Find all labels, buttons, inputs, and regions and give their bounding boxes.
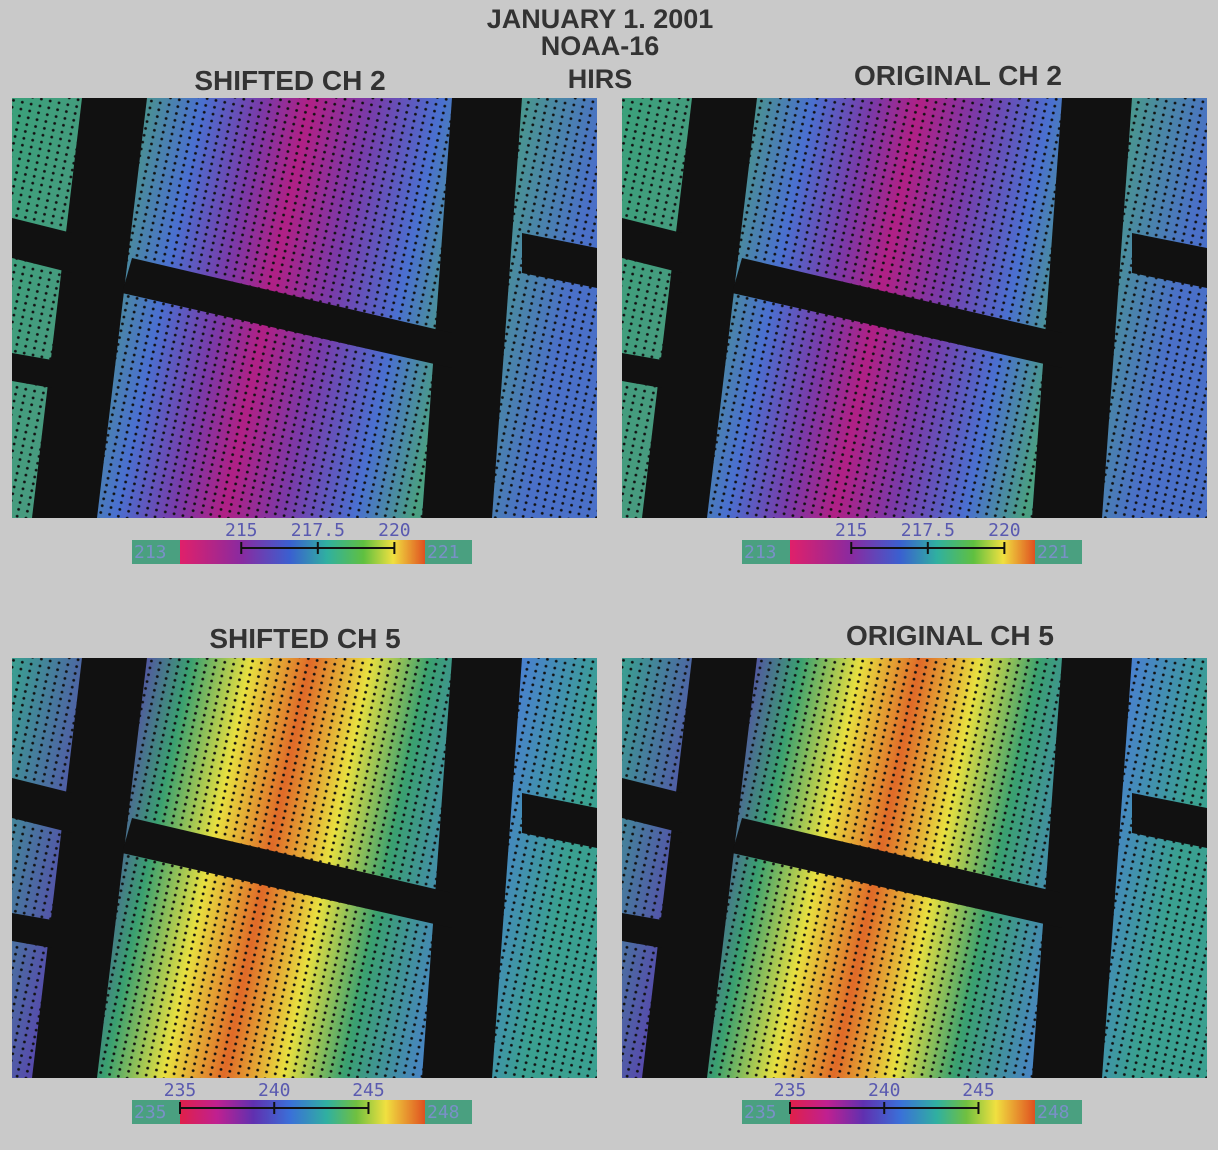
tick-label: 217.5 bbox=[901, 520, 955, 541]
panel-title: ORIGINAL CH 2 bbox=[854, 60, 1062, 91]
colorbar: 235 248 235 240 245 bbox=[742, 1080, 1082, 1124]
map-image bbox=[12, 98, 597, 518]
colorbar-gradient bbox=[180, 540, 425, 564]
tick-label: 245 bbox=[352, 1080, 385, 1101]
figure: JANUARY 1. 2001 NOAA-16 HIRS SHIFTED CH … bbox=[0, 0, 1218, 1150]
map-image bbox=[12, 658, 597, 1078]
tick-label: 220 bbox=[988, 520, 1021, 541]
tick-label: 220 bbox=[378, 520, 411, 541]
colorbar-max-label: 248 bbox=[1037, 1102, 1070, 1123]
panel: ORIGINAL CH 5 235 248 235 240 245 bbox=[622, 620, 1207, 1124]
header-satellite: NOAA-16 bbox=[541, 31, 660, 61]
colorbar-gradient bbox=[790, 1100, 1035, 1124]
colorbar-max-label: 221 bbox=[1037, 542, 1070, 563]
tick-label: 215 bbox=[225, 520, 258, 541]
colorbar-min-label: 235 bbox=[744, 1102, 777, 1123]
panel: ORIGINAL CH 2 213 221 215 217.5 220 bbox=[622, 60, 1207, 564]
panel: SHIFTED CH 2 213 221 215 217.5 220 bbox=[12, 65, 597, 564]
colorbar: 213 221 215 217.5 220 bbox=[132, 520, 472, 564]
panel-title: SHIFTED CH 2 bbox=[194, 65, 385, 96]
colorbar: 213 221 215 217.5 220 bbox=[742, 520, 1082, 564]
panel: SHIFTED CH 5 235 248 235 240 245 bbox=[12, 623, 597, 1124]
header-instrument: HIRS bbox=[568, 64, 633, 94]
panel-title: SHIFTED CH 5 bbox=[209, 623, 400, 654]
map-image bbox=[622, 98, 1207, 518]
tick-label: 240 bbox=[868, 1080, 901, 1101]
colorbar-gradient bbox=[180, 1100, 425, 1124]
tick-label: 245 bbox=[962, 1080, 995, 1101]
tick-label: 240 bbox=[258, 1080, 291, 1101]
colorbar-min-label: 235 bbox=[134, 1102, 167, 1123]
colorbar-gradient bbox=[790, 540, 1035, 564]
colorbar: 235 248 235 240 245 bbox=[132, 1080, 472, 1124]
colorbar-min-label: 213 bbox=[744, 542, 777, 563]
colorbar-min-label: 213 bbox=[134, 542, 167, 563]
map-image bbox=[622, 658, 1207, 1078]
header-date: JANUARY 1. 2001 bbox=[487, 4, 714, 34]
tick-label: 235 bbox=[774, 1080, 807, 1101]
colorbar-max-label: 248 bbox=[427, 1102, 460, 1123]
panel-title: ORIGINAL CH 5 bbox=[846, 620, 1054, 651]
tick-label: 215 bbox=[835, 520, 868, 541]
tick-label: 235 bbox=[164, 1080, 197, 1101]
colorbar-max-label: 221 bbox=[427, 542, 460, 563]
tick-label: 217.5 bbox=[291, 520, 345, 541]
